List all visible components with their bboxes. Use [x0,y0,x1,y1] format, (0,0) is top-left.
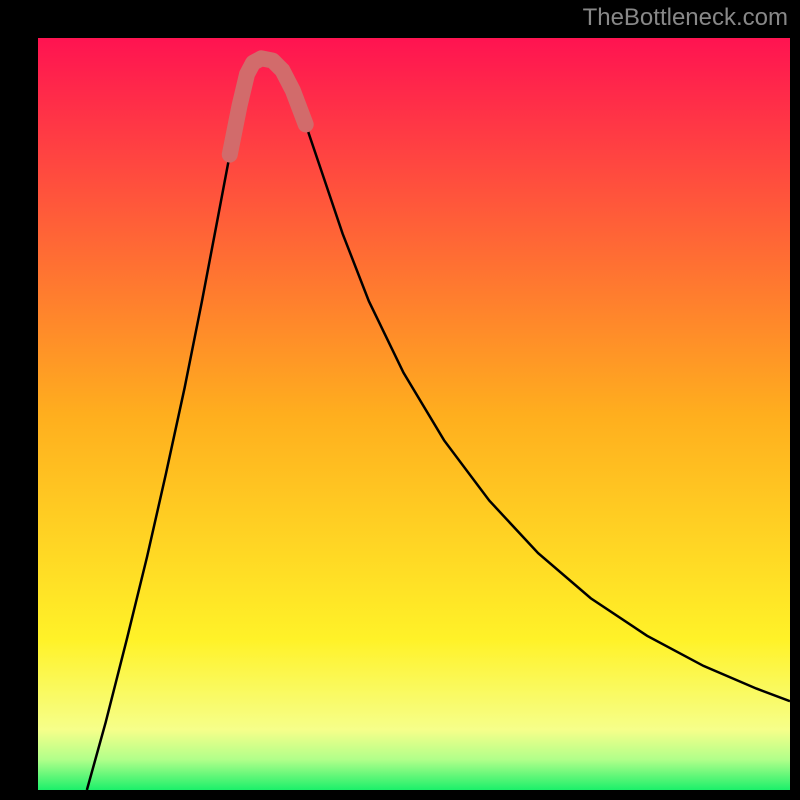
chart-container: TheBottleneck.com [0,0,800,800]
plot-area [38,38,790,790]
watermark-text: TheBottleneck.com [583,4,788,32]
curve-svg [38,38,790,790]
curve-main [87,58,790,790]
curve-highlight [230,58,306,154]
